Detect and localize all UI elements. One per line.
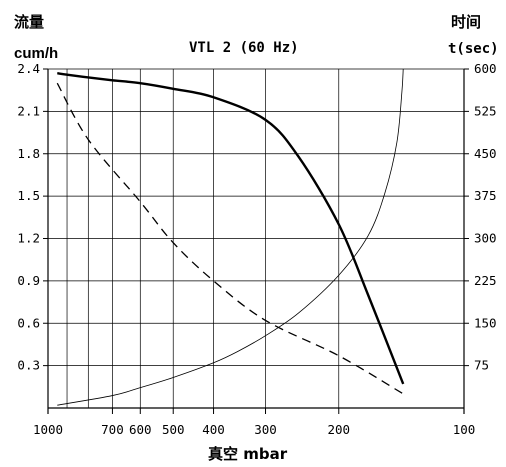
x-tick-label: 600 bbox=[129, 422, 152, 437]
right-axis-unit-label: t(sec) bbox=[448, 41, 499, 57]
left-tick-label: 0.6 bbox=[17, 315, 40, 330]
right-tick-label: 300 bbox=[474, 231, 497, 246]
left-tick-label: 1.2 bbox=[17, 231, 40, 246]
left-tick-label: 0.9 bbox=[17, 273, 40, 288]
right-tick-label: 450 bbox=[474, 146, 497, 161]
right-ticks: 600 525 450 375 300 225 150 75 bbox=[464, 61, 497, 373]
right-axis-cn-label: 时间 bbox=[451, 13, 481, 31]
flow-rate-curve bbox=[57, 72, 405, 385]
x-tick-label: 1000 bbox=[33, 422, 63, 437]
grid bbox=[47, 68, 465, 408]
x-ticks: 1000 700 600 500 400 300 200 100 bbox=[33, 408, 475, 437]
axes bbox=[47, 69, 465, 414]
left-tick-label: 0.3 bbox=[17, 358, 40, 373]
chart-title: VTL 2 (60 Hz) bbox=[189, 40, 299, 56]
right-tick-label: 525 bbox=[474, 103, 497, 118]
left-ticks: 2.4 2.1 1.8 1.5 1.2 0.9 0.6 0.3 bbox=[17, 61, 48, 373]
x-tick-label: 400 bbox=[202, 422, 225, 437]
right-tick-label: 225 bbox=[474, 273, 497, 288]
right-tick-label: 375 bbox=[474, 188, 497, 203]
left-tick-label: 2.1 bbox=[17, 103, 40, 118]
x-tick-label: 100 bbox=[453, 422, 476, 437]
flow-rate-dashed-curve bbox=[56, 82, 404, 395]
x-tick-label: 700 bbox=[101, 422, 124, 437]
x-tick-label: 500 bbox=[162, 422, 185, 437]
left-axis-unit-label: cum/h bbox=[14, 45, 58, 62]
x-tick-label: 300 bbox=[254, 422, 277, 437]
right-tick-label: 150 bbox=[474, 315, 497, 330]
right-tick-label: 600 bbox=[474, 61, 497, 76]
left-tick-label: 1.5 bbox=[17, 188, 40, 203]
right-tick-label: 75 bbox=[474, 358, 489, 373]
series-group bbox=[56, 68, 405, 406]
x-axis-label: 真空 mbar bbox=[208, 445, 288, 463]
x-tick-label: 200 bbox=[327, 422, 350, 437]
pumpdown-time-curve bbox=[57, 68, 404, 406]
left-axis-cn-label: 流量 bbox=[14, 13, 44, 31]
left-tick-label: 1.8 bbox=[17, 146, 40, 161]
left-tick-label: 2.4 bbox=[17, 61, 40, 76]
